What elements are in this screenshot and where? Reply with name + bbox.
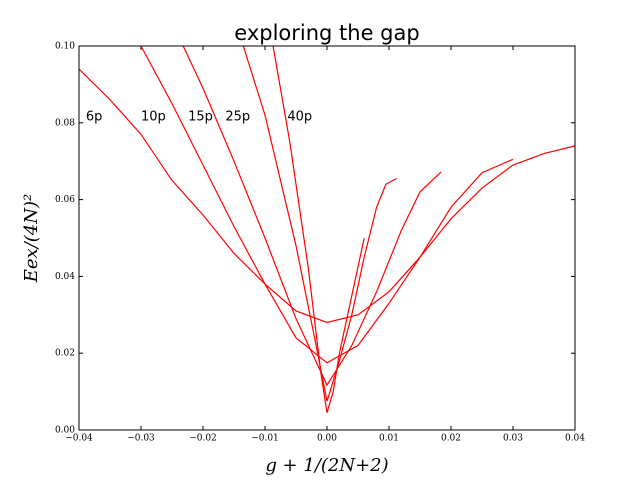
x-tick-label: −0.04 — [65, 434, 93, 444]
x-tick-label: −0.01 — [251, 434, 279, 444]
y-tick-label: 0.00 — [55, 426, 75, 436]
line-series — [140, 46, 514, 364]
line-series — [182, 46, 442, 387]
x-tick-label: −0.02 — [189, 434, 217, 444]
annotation: 6p — [86, 110, 103, 125]
x-tick-label: 0.03 — [503, 434, 523, 444]
line-series — [79, 68, 575, 324]
plot-frame — [78, 45, 576, 431]
x-tick-label: 0.02 — [441, 434, 461, 444]
x-tick-label: 0.00 — [317, 434, 337, 444]
line-series — [242, 46, 397, 402]
x-tick-label: 0.01 — [379, 434, 399, 444]
y-tick-label: 0.04 — [55, 272, 75, 282]
x-tick-label: 0.04 — [565, 434, 585, 444]
chart-title: exploring the gap — [234, 21, 419, 45]
annotation: 10p — [141, 110, 166, 125]
y-axis-label: Eex/(4N)² — [21, 194, 42, 283]
y-tick-label: 0.06 — [55, 195, 75, 205]
x-axis-label: g + 1/(2N+2) — [265, 455, 388, 476]
line-series — [272, 46, 365, 413]
annotation: 15p — [188, 110, 213, 125]
y-tick-label: 0.08 — [55, 118, 75, 128]
annotation: 40p — [287, 110, 312, 125]
y-tick-label: 0.10 — [55, 42, 75, 52]
annotation: 25p — [225, 110, 250, 125]
y-tick-label: 0.02 — [55, 349, 75, 359]
x-tick-label: −0.03 — [127, 434, 155, 444]
